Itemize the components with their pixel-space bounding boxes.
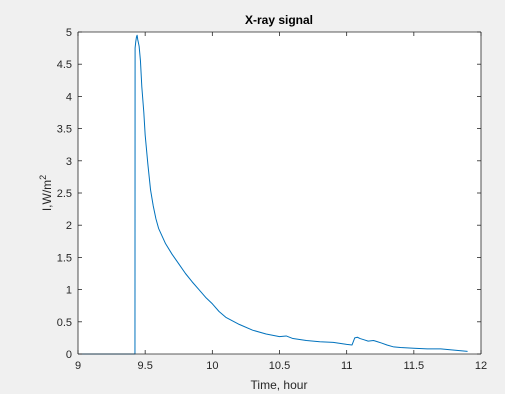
chart-title: X-ray signal — [245, 13, 313, 27]
y-tick-label: 3.5 — [57, 124, 72, 136]
x-tick-label: 9.5 — [138, 360, 153, 372]
y-tick-label: 2 — [66, 220, 72, 232]
y-tick-label: 4.5 — [57, 59, 72, 71]
x-tick-label: 10.5 — [269, 360, 290, 372]
y-axis-label: I,W/m2 — [38, 175, 54, 211]
x-tick-label: 9 — [75, 360, 81, 372]
x-tick-label: 12 — [475, 360, 487, 372]
y-tick-label: 5 — [66, 27, 72, 39]
x-tick-label: 11 — [341, 360, 352, 372]
x-tick-label: 11.5 — [404, 360, 425, 372]
x-tick-label: 10 — [206, 360, 218, 372]
y-axis-label-superscript: 2 — [38, 175, 48, 180]
y-tick-label: 2.5 — [57, 188, 72, 200]
series-line-1 — [78, 34, 468, 355]
y-tick-label: 1 — [66, 285, 72, 297]
y-axis-label-base: I,W/m — [40, 180, 54, 211]
y-tick-label: 1.5 — [57, 252, 72, 264]
axes-background — [78, 32, 481, 354]
x-axis-label: Time, hour — [251, 378, 308, 392]
y-tick-label: 4 — [66, 91, 72, 103]
plot-layer — [78, 34, 468, 355]
y-tick-label: 0.5 — [57, 317, 72, 329]
y-tick-label: 0 — [66, 349, 72, 361]
y-tick-label: 3 — [66, 156, 72, 168]
